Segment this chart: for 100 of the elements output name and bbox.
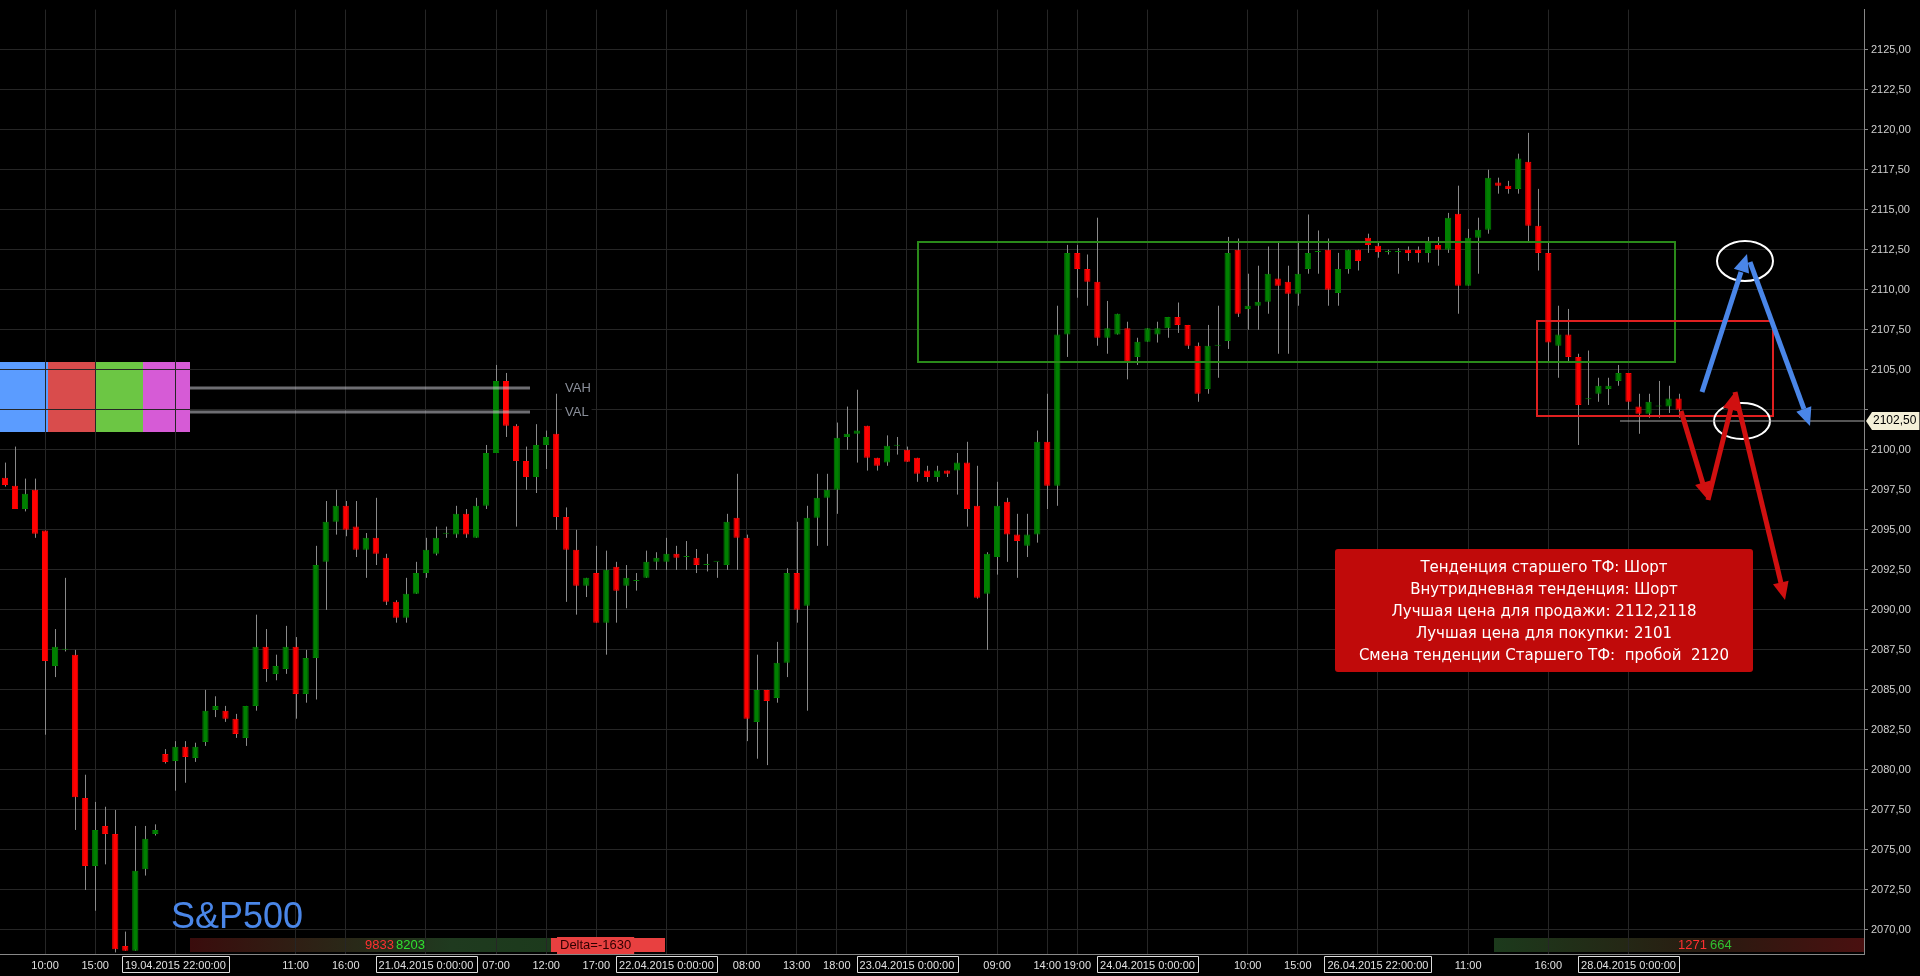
candlestick <box>52 628 59 678</box>
candlestick <box>733 473 740 571</box>
candlestick <box>282 625 289 675</box>
candlestick <box>1024 513 1031 558</box>
candlestick <box>1 462 9 488</box>
candlestick <box>1555 305 1562 379</box>
annotation: Лучшая цена для покупки: 2101 <box>1414 623 1674 644</box>
y-tick-label: 2082,50 <box>1871 722 1911 735</box>
candlestick <box>1645 393 1652 419</box>
text: 2102,50 <box>1873 413 1917 428</box>
annotation: Смена тенденции Старшего ТФ: пробой 2120 <box>1357 645 1731 666</box>
annotation: Тенденция старшего ТФ: Шорт <box>1419 557 1669 578</box>
candlestick <box>1434 236 1442 267</box>
candlestick <box>613 561 620 624</box>
y-tick-label: 2072,50 <box>1871 883 1911 895</box>
y-tick-label: 2085,00 <box>1871 682 1911 695</box>
candlestick <box>1595 377 1602 403</box>
x-tick-label: 15:00 <box>1284 958 1312 971</box>
candlestick <box>1254 265 1261 331</box>
y-tick-label: 2125,00 <box>1871 42 1911 55</box>
text: S&P500 <box>171 895 304 936</box>
y-tick-label: 2070,00 <box>1871 923 1911 936</box>
candlestick <box>1605 377 1612 406</box>
y-tick-label: 2100,00 <box>1871 442 1911 455</box>
y-tick-label: 2112,50 <box>1871 242 1910 255</box>
candlestick <box>523 446 530 491</box>
candlestick <box>823 473 830 547</box>
x-tick-label: 08:00 <box>732 958 761 971</box>
candlestick <box>432 526 440 556</box>
y-tick-label: 2080,00 <box>1871 762 1911 775</box>
candlestick <box>1284 265 1291 355</box>
candlestick <box>1104 300 1111 355</box>
candlestick <box>1394 247 1402 275</box>
y-tick-label: 2097,50 <box>1871 482 1911 495</box>
candlestick <box>1424 236 1432 264</box>
candlestick <box>362 532 369 579</box>
y-tick-label: 2117,50 <box>1871 162 1910 175</box>
candlestick <box>1084 254 1091 307</box>
candlestick <box>1615 364 1622 387</box>
candlestick <box>693 548 700 574</box>
x-tick-label: 07:00 <box>482 958 510 971</box>
candlestick <box>1334 252 1341 307</box>
x-tick-label: 16:00 <box>331 958 360 971</box>
y-tick-label: 2115,00 <box>1871 202 1910 215</box>
y-tick-label: 2092,50 <box>1871 562 1911 575</box>
candlestick <box>262 628 269 683</box>
candlestick <box>673 545 680 571</box>
candlestick <box>342 500 349 537</box>
candlestick <box>372 497 379 566</box>
y-tick-label: 2077,50 <box>1871 802 1911 815</box>
y-tick-label: 2122,50 <box>1871 82 1911 95</box>
candlestick <box>1475 217 1482 275</box>
y-tick-label: 2095,00 <box>1871 522 1911 535</box>
candlestick <box>543 430 550 470</box>
candlestick <box>1565 308 1572 363</box>
candlestick <box>352 500 359 558</box>
x-tick-label: 12:00 <box>532 958 560 971</box>
x-tick-label: 17:00 <box>582 958 611 971</box>
candlestick <box>212 695 219 718</box>
candlestick <box>913 457 921 483</box>
annotation: 8203 <box>396 936 425 952</box>
x-tick-label: 09:00 <box>983 958 1011 971</box>
candlestick <box>1154 321 1161 344</box>
candlestick <box>11 446 19 510</box>
x-tick-label: 26.04.2015 22:00:00 <box>1327 958 1429 971</box>
candlestick <box>332 489 339 536</box>
x-tick-label: 10:00 <box>31 958 59 971</box>
annotation: Delta=-1630 <box>560 936 632 952</box>
candlestick <box>1665 385 1672 414</box>
x-tick-label: 11:00 <box>282 958 309 971</box>
candlestick <box>1344 249 1351 275</box>
candlestick <box>232 713 239 739</box>
y-tick-label: 2090,00 <box>1871 602 1911 615</box>
candlestick <box>813 473 820 547</box>
x-tick-label: 24.04.2015 0:00:00 <box>1100 958 1195 971</box>
x-tick-label: 19.04.2015 22:00:00 <box>124 958 226 971</box>
annotation: 1271 <box>1678 936 1707 952</box>
x-tick-label: 23.04.2015 0:00:00 <box>859 958 955 971</box>
x-tick-label: 11:00 <box>1454 958 1482 971</box>
candlestick <box>883 434 891 467</box>
candlestick <box>663 537 670 571</box>
x-tick-label: 16:00 <box>1534 958 1563 971</box>
candlestick <box>1294 241 1301 307</box>
candlestick <box>21 478 29 512</box>
y-tick-label: 2120,00 <box>1871 122 1911 135</box>
candlestick <box>462 508 470 539</box>
candlestick <box>452 505 460 539</box>
y-tick-label: 2075,00 <box>1871 842 1911 855</box>
candlestick <box>1074 244 1081 299</box>
candlestick <box>402 577 409 624</box>
x-tick-label: 10:00 <box>1233 958 1262 971</box>
annotation: Внутридневная тенденция: Шорт <box>1409 579 1679 600</box>
candlestick <box>953 452 961 496</box>
candlestick <box>392 599 399 624</box>
x-tick-label: 19:00 <box>1063 958 1092 971</box>
candlestick <box>1174 302 1181 334</box>
candlestick <box>412 561 419 595</box>
x-tick-label: 15:00 <box>81 958 109 971</box>
y-tick-label: 2110,00 <box>1871 282 1910 295</box>
candlestick <box>1635 393 1642 435</box>
